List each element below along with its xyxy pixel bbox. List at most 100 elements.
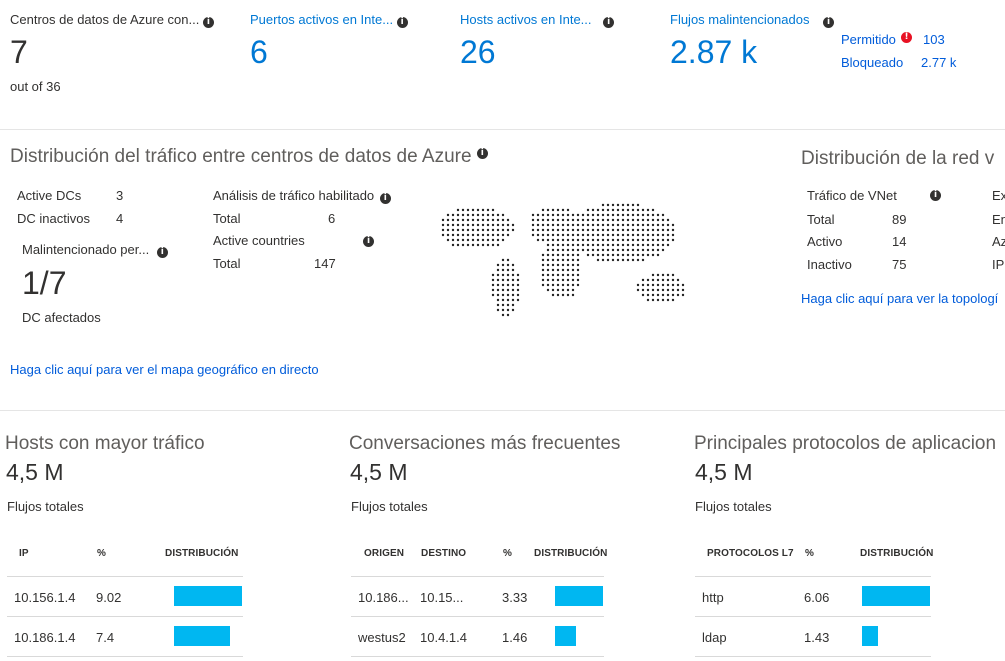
- map-dot: [571, 248, 575, 252]
- kpi-datacenters-title: Centros de datos de Azure con... i: [10, 12, 214, 28]
- map-dot: [651, 283, 655, 287]
- map-dot: [661, 273, 665, 277]
- vnet-topology-link[interactable]: Haga clic aquí para ver la topologí: [801, 291, 999, 306]
- host-ip[interactable]: 10.156.1.4: [14, 590, 76, 605]
- col-header-protocol[interactable]: PROTOCOLOS L7: [707, 548, 794, 559]
- protocol-name[interactable]: http: [702, 590, 724, 605]
- info-icon[interactable]: i: [930, 190, 941, 201]
- world-map[interactable]: [436, 198, 692, 323]
- kpi-ports-value[interactable]: 6: [250, 34, 268, 70]
- map-dot: [636, 258, 640, 262]
- map-dot: [556, 288, 560, 292]
- map-dot: [466, 238, 470, 242]
- conv-source[interactable]: 10.186...: [358, 590, 409, 605]
- info-icon[interactable]: i: [156, 247, 168, 258]
- map-dot: [636, 208, 640, 212]
- map-dot: [496, 273, 500, 277]
- kpi-malicious-label[interactable]: Flujos malintencionados: [670, 12, 810, 27]
- info-icon[interactable]: i: [476, 148, 488, 159]
- map-dot: [441, 233, 445, 237]
- map-dot: [656, 233, 660, 237]
- allowed-label[interactable]: Permitido: [841, 32, 896, 47]
- col-header-source[interactable]: ORIGEN: [364, 548, 405, 559]
- map-dot: [666, 298, 670, 302]
- col-header-distribution[interactable]: DISTRIBUCIÓN: [165, 548, 239, 559]
- live-geo-map-link[interactable]: Haga clic aquí para ver el mapa geográfi…: [10, 362, 319, 377]
- map-dot: [501, 303, 505, 307]
- map-dot: [621, 243, 625, 247]
- map-dot: [661, 223, 665, 227]
- col-header-pct[interactable]: %: [97, 548, 106, 559]
- map-dot: [561, 268, 565, 272]
- map-dot: [636, 228, 640, 232]
- conv-source[interactable]: westus2: [358, 630, 406, 645]
- map-dot: [531, 228, 535, 232]
- map-dot: [621, 203, 625, 207]
- map-dot: [501, 273, 505, 277]
- map-dot: [666, 243, 670, 247]
- malicious-dc-value: 1/7: [22, 265, 67, 301]
- info-icon[interactable]: i: [823, 17, 835, 28]
- map-dot: [566, 293, 570, 297]
- col-header-distribution[interactable]: DISTRIBUCIÓN: [860, 548, 934, 559]
- map-dot: [651, 278, 655, 282]
- top-conversations-value: 4,5 M: [350, 459, 408, 485]
- map-dot: [621, 213, 625, 217]
- map-dot: [461, 228, 465, 232]
- map-dot: [486, 228, 490, 232]
- allowed-value[interactable]: 103: [923, 32, 945, 47]
- map-dot: [506, 278, 510, 282]
- map-dot: [611, 248, 615, 252]
- info-icon[interactable]: i: [202, 17, 214, 28]
- map-dot: [611, 223, 615, 227]
- map-dot: [506, 263, 510, 267]
- blocked-value[interactable]: 2.77 k: [921, 55, 957, 70]
- map-dot: [561, 288, 565, 292]
- blocked-label[interactable]: Bloqueado: [841, 55, 904, 70]
- col-header-pct[interactable]: %: [503, 548, 512, 559]
- map-dot: [651, 218, 655, 222]
- info-icon[interactable]: i: [379, 193, 391, 204]
- map-dot: [576, 233, 580, 237]
- map-dot: [651, 238, 655, 242]
- map-dot: [571, 293, 575, 297]
- kpi-hosts-value[interactable]: 26: [460, 34, 496, 70]
- map-dot: [491, 293, 495, 297]
- map-dot: [611, 243, 615, 247]
- map-dot: [626, 208, 630, 212]
- info-icon[interactable]: i: [603, 17, 615, 28]
- col-header-destination[interactable]: DESTINO: [421, 548, 467, 559]
- protocol-name[interactable]: ldap: [702, 630, 727, 645]
- distribution-bar: [174, 626, 230, 646]
- map-dot: [586, 228, 590, 232]
- conv-destination[interactable]: 10.15...: [420, 590, 464, 605]
- map-dot: [446, 233, 450, 237]
- conv-destination[interactable]: 10.4.1.4: [420, 630, 467, 645]
- map-dot: [646, 298, 650, 302]
- kpi-malicious-value[interactable]: 2.87 k: [670, 34, 758, 70]
- map-dot: [456, 223, 460, 227]
- map-dot: [476, 213, 480, 217]
- map-dot: [501, 218, 505, 222]
- row-divider: [351, 616, 604, 617]
- map-dot: [546, 218, 550, 222]
- col-header-ip[interactable]: IP: [19, 548, 29, 559]
- map-dot: [626, 228, 630, 232]
- map-dot: [641, 243, 645, 247]
- map-dot: [656, 298, 660, 302]
- kpi-ports-title: Puertos activos en Inte... i: [250, 12, 408, 28]
- host-ip[interactable]: 10.186.1.4: [14, 630, 76, 645]
- kpi-hosts-label[interactable]: Hosts activos en Inte...: [460, 12, 592, 27]
- map-dot: [586, 238, 590, 242]
- col-header-pct[interactable]: %: [805, 548, 814, 559]
- distribution-bar: [555, 626, 576, 646]
- info-icon[interactable]: i: [363, 236, 374, 247]
- vnet-right-col-1: En: [992, 212, 1005, 227]
- map-dot: [651, 228, 655, 232]
- info-icon[interactable]: i: [396, 17, 408, 28]
- map-dot: [456, 238, 460, 242]
- col-header-distribution[interactable]: DISTRIBUCIÓN: [534, 548, 608, 559]
- kpi-ports-label[interactable]: Puertos activos en Inte...: [250, 12, 394, 27]
- protocol-pct: 6.06: [804, 590, 830, 605]
- map-dot: [551, 213, 555, 217]
